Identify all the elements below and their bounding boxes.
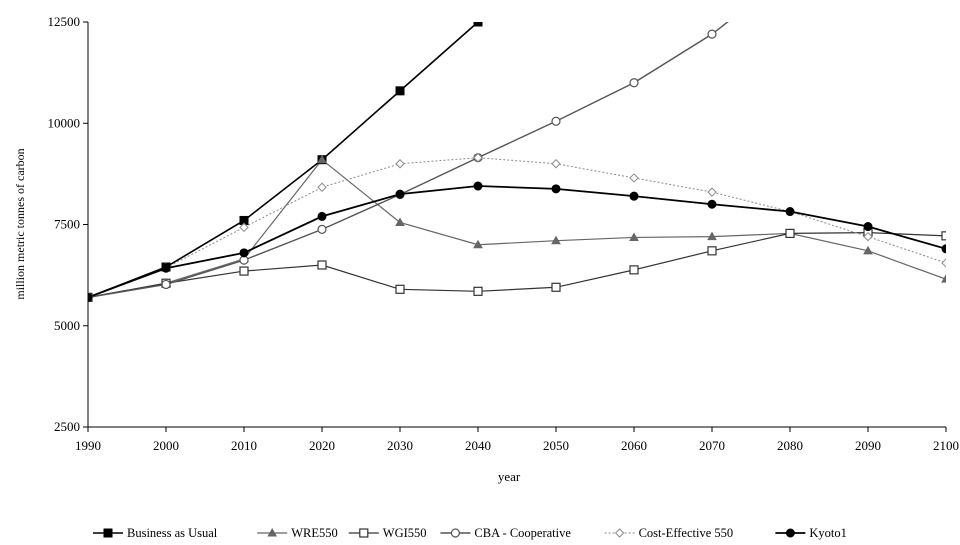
- data-point-5-6: [551, 184, 561, 194]
- y-tick-label: 7500: [54, 217, 80, 232]
- data-point-3-6: [551, 116, 561, 126]
- data-point-1-8: [707, 231, 717, 241]
- legend-label: WGI550: [383, 526, 427, 540]
- series-markers: [88, 22, 946, 303]
- series-line-4: [88, 157, 946, 298]
- data-point-1-11: [941, 274, 946, 283]
- y-tick-label: 12500: [48, 14, 81, 29]
- data-point-2-4: [395, 284, 405, 294]
- legend-item-0: Business as Usual: [93, 526, 218, 540]
- series-line-1: [88, 158, 946, 298]
- data-point-4-4: [395, 159, 405, 169]
- data-point-3-7: [629, 78, 639, 88]
- x-tick-label: 2040: [465, 438, 491, 453]
- legend-marker: [359, 528, 369, 538]
- data-point-2-7: [629, 265, 639, 275]
- x-tick-label: 2050: [543, 438, 569, 453]
- x-tick-label: 2010: [231, 438, 257, 453]
- series-line-0: [88, 22, 480, 299]
- data-point-0-5: [473, 22, 483, 27]
- legend-item-5: Kyoto1: [775, 526, 847, 540]
- legend-marker: [267, 527, 278, 537]
- legend-item-2: WGI550: [348, 526, 427, 540]
- data-point-4-11: [941, 258, 946, 268]
- series-line-2: [88, 231, 946, 298]
- data-point-2-2: [239, 266, 249, 276]
- data-point-5-5: [473, 181, 483, 191]
- data-point-5-10: [863, 222, 873, 232]
- x-tick-label: 2000: [153, 438, 179, 453]
- data-point-5-9: [785, 207, 795, 217]
- data-point-1-10: [863, 245, 873, 255]
- data-point-2-9: [785, 228, 795, 239]
- data-point-0-4: [395, 86, 405, 96]
- data-point-1-4: [395, 217, 405, 226]
- y-tick-label: 10000: [48, 115, 81, 130]
- data-point-4-5: [473, 152, 483, 163]
- data-point-5-0: [88, 292, 93, 302]
- y-tick-label: 5000: [54, 318, 80, 333]
- legend-marker: [614, 528, 625, 538]
- legend: Business as Usual WRE550 WGI550 CBA - Coope…: [93, 526, 847, 540]
- legend-label: WRE550: [291, 526, 338, 540]
- x-tick-label: 2030: [387, 438, 413, 453]
- x-tick-label: 2070: [699, 438, 725, 453]
- data-point-4-10: [863, 231, 873, 242]
- data-point-4-3: [317, 182, 327, 192]
- legend-marker: [785, 528, 795, 538]
- y-tick-label: 2500: [54, 419, 80, 434]
- series-lines: [88, 22, 946, 299]
- data-point-1-6: [551, 235, 561, 245]
- series-line-5: [88, 185, 946, 299]
- axes: [83, 21, 947, 432]
- x-tick-labels: 1990 2000 2010 2020 2030 2040 2050 2060 2070 2080…: [75, 438, 959, 453]
- x-tick-label: 2080: [777, 438, 803, 453]
- data-point-4-8: [707, 187, 717, 197]
- legend-marker: [450, 528, 460, 538]
- y-tick-labels: 2500 5000 7500 10000 12500: [48, 14, 81, 434]
- data-point-2-5: [473, 286, 483, 296]
- legend-label: Cost-Effective 550: [639, 526, 734, 540]
- y-axis-label: million metric tonnes of carbon: [13, 148, 27, 299]
- data-point-2-6: [551, 282, 561, 292]
- legend-marker: [103, 528, 113, 538]
- x-tick-label: 2020: [309, 438, 335, 453]
- data-point-3-1: [161, 279, 171, 290]
- x-tick-label: 1990: [75, 438, 101, 453]
- data-point-2-8: [707, 246, 717, 256]
- data-point-1-5: [473, 239, 483, 249]
- legend-label: CBA - Cooperative: [474, 526, 571, 540]
- data-point-5-11: [941, 244, 946, 254]
- x-tick-label: 2060: [621, 438, 647, 453]
- data-point-3-3: [317, 224, 327, 234]
- legend-item-4: Cost-Effective 550: [604, 526, 734, 540]
- data-point-3-8: [707, 29, 717, 39]
- data-point-5-8: [707, 199, 717, 209]
- data-point-5-4: [395, 189, 405, 199]
- data-point-4-2: [239, 222, 249, 233]
- legend-item-3: CBA - Cooperative: [440, 526, 571, 540]
- data-point-5-3: [317, 211, 327, 221]
- series-line-3: [88, 22, 729, 299]
- data-point-4-7: [629, 173, 639, 183]
- x-axis-label: year: [498, 469, 521, 484]
- legend-label: Kyoto1: [809, 526, 847, 540]
- x-tick-label: 2090: [855, 438, 881, 453]
- data-point-2-3: [317, 260, 327, 270]
- data-point-5-7: [629, 191, 639, 201]
- data-point-5-1: [161, 263, 171, 273]
- legend-label: Business as Usual: [127, 526, 218, 540]
- data-point-2-11: [941, 231, 946, 241]
- data-point-4-6: [551, 159, 561, 169]
- data-point-5-2: [239, 248, 249, 258]
- data-point-1-7: [629, 232, 639, 241]
- legend-item-1: WRE550: [257, 526, 338, 540]
- x-tick-label: 2100: [933, 438, 959, 453]
- data-point-1-3: [317, 154, 327, 164]
